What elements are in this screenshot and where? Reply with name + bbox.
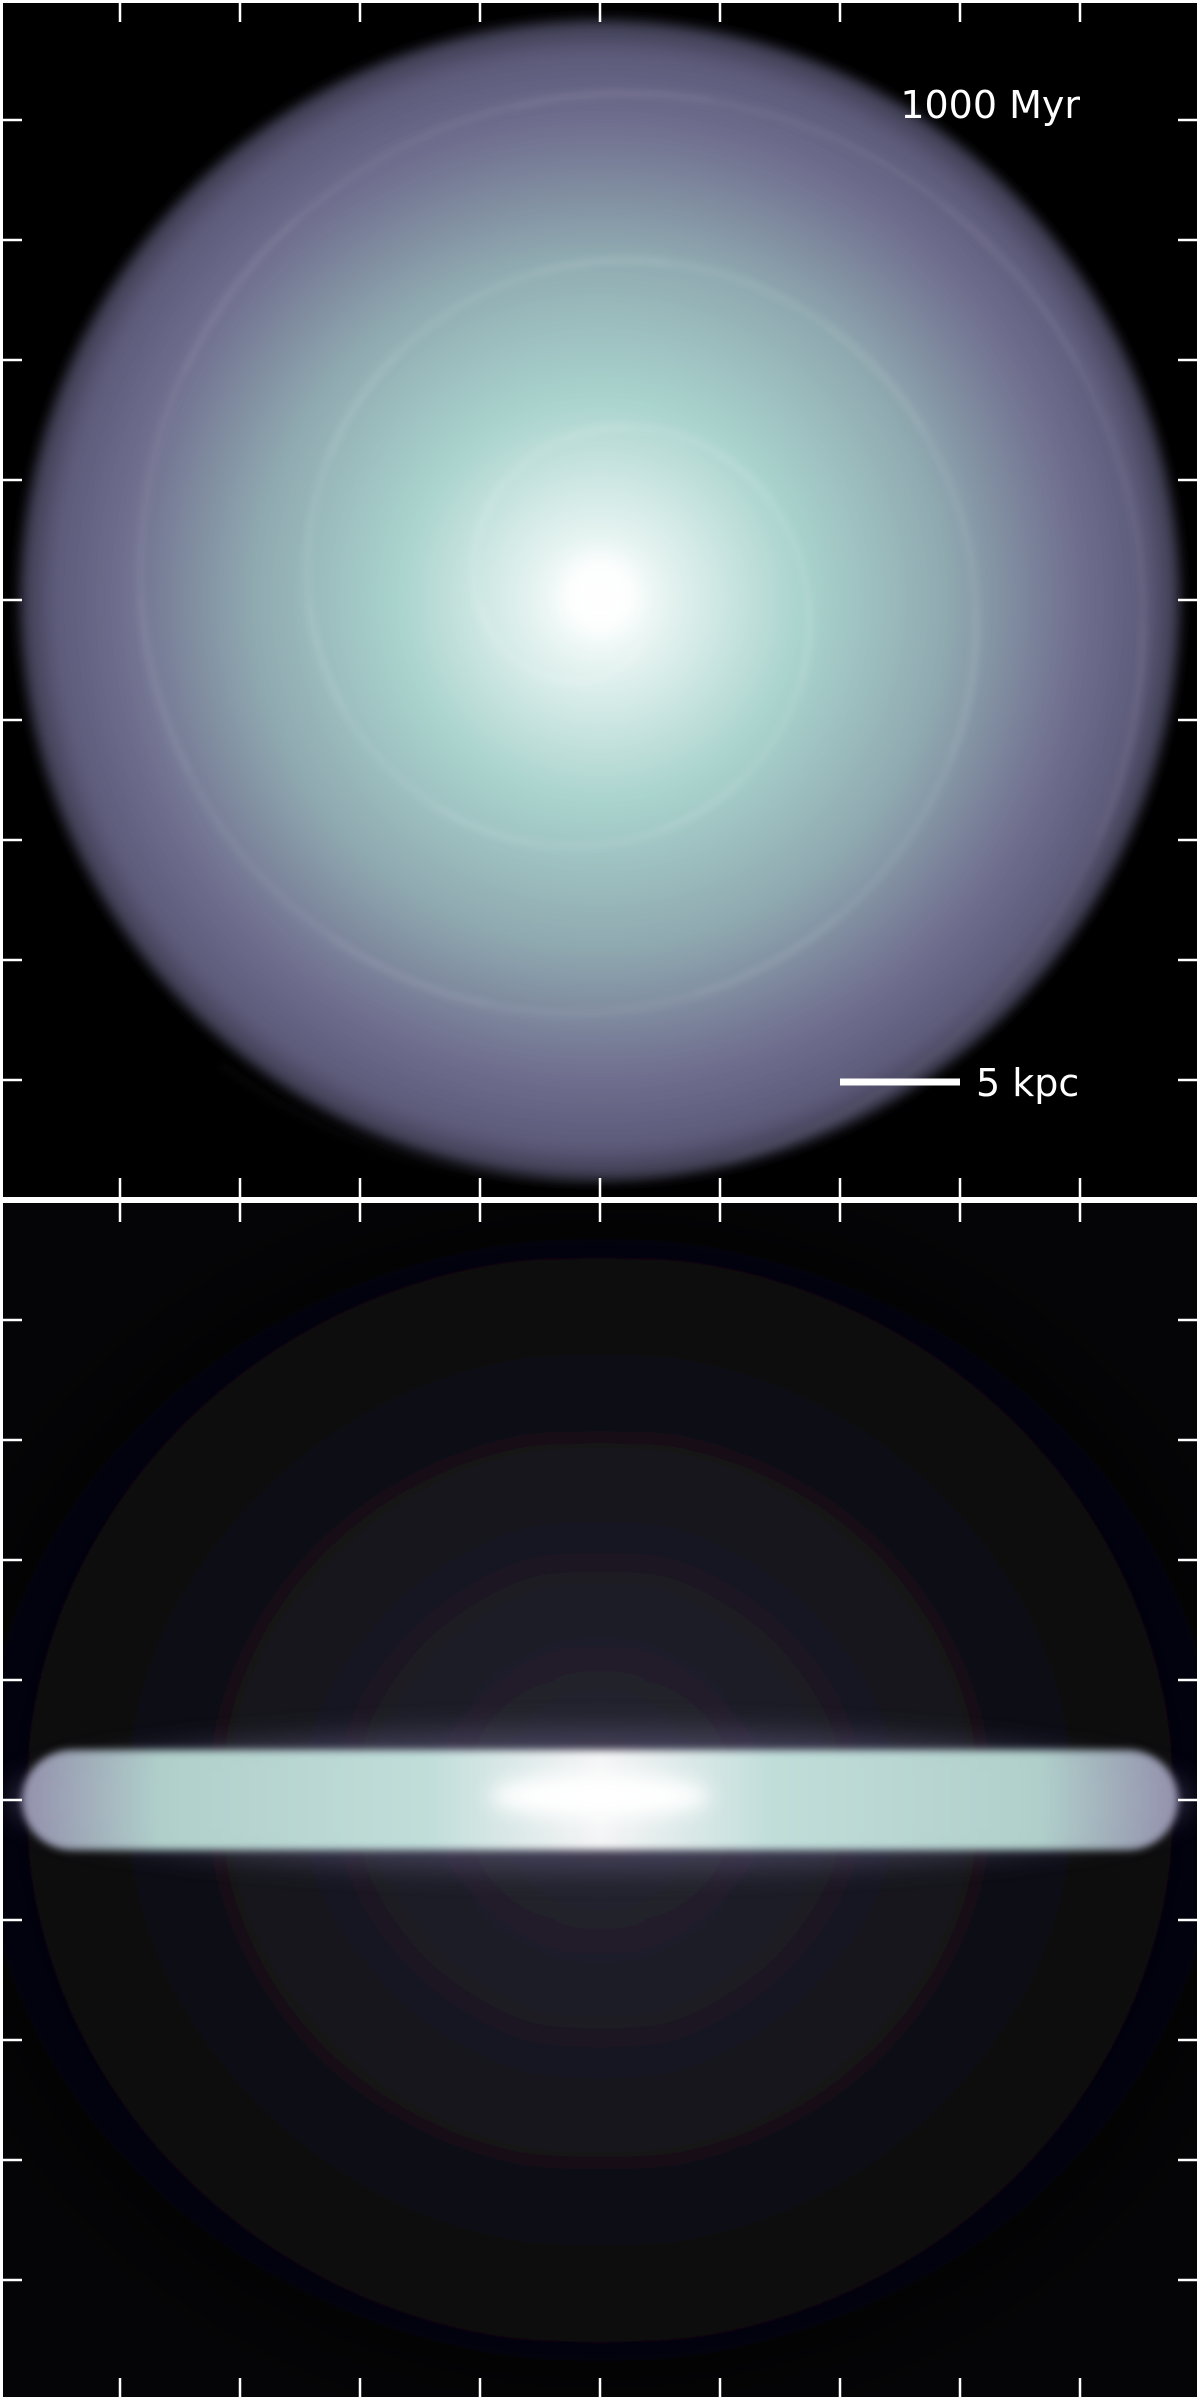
galaxy-core — [560, 555, 640, 635]
time-label: 1000 Myr — [900, 83, 1080, 127]
scale-bar-label: 5 kpc — [976, 1061, 1079, 1105]
edge-on-panel — [2, 1202, 1198, 2398]
face-on-panel — [20, 20, 1180, 1183]
spiral-arc — [219, 622, 1145, 1183]
spiral-texture — [138, 91, 1146, 1183]
edge-on-core — [490, 1774, 710, 1818]
